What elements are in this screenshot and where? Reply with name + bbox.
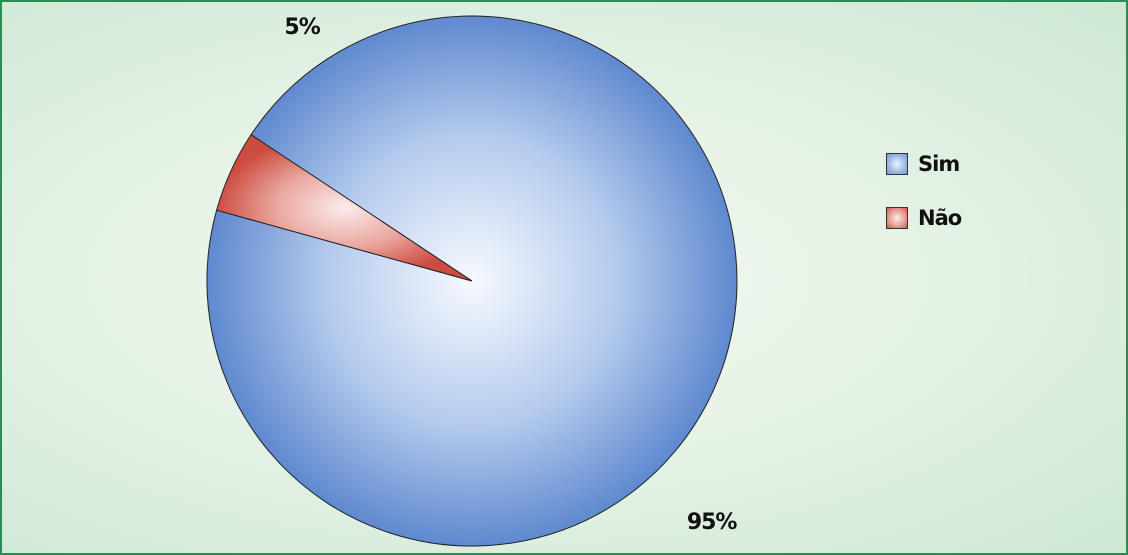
legend-swatch-sim — [886, 153, 908, 175]
data-label-nao: 5% — [284, 15, 320, 40]
legend-item-sim: Sim — [886, 150, 961, 178]
legend: Sim Não — [886, 150, 961, 258]
legend-swatch-nao — [886, 207, 908, 229]
legend-label-sim: Sim — [918, 152, 959, 176]
legend-item-nao: Não — [886, 204, 961, 232]
legend-label-nao: Não — [918, 206, 961, 230]
data-label-sim: 95% — [687, 510, 738, 535]
